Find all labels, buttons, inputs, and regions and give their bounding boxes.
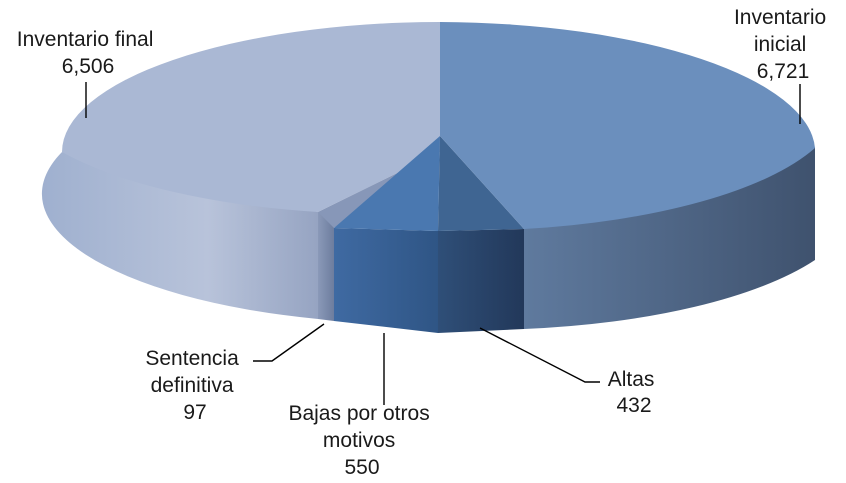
slice-altas <box>438 136 524 231</box>
label-inventario-final-name: Inventario final <box>17 28 154 51</box>
label-altas-name: Altas <box>608 368 655 391</box>
label-bajas-name-1: Bajas por otros <box>288 402 429 425</box>
slice-inventario-final <box>62 22 440 212</box>
label-inventario-final-value: 6,506 <box>62 55 115 78</box>
label-sentencia-name-2: definitiva <box>151 374 234 397</box>
label-altas-value: 432 <box>616 394 651 417</box>
slice-side-altas <box>438 229 524 333</box>
slice-inventario-inicial <box>440 22 815 229</box>
leader-altas <box>479 327 600 383</box>
slice-side-sentencia-definitiva <box>318 212 334 321</box>
label-sentencia-definitiva: Sentencia definitiva 97 <box>145 347 244 424</box>
label-bajas-por-otros-motivos: Bajas por otros motivos 550 <box>288 402 435 479</box>
label-inventario-final: Inventario final 6,506 <box>17 28 159 78</box>
label-bajas-name-2: motivos <box>323 429 395 452</box>
slice-side-inventario-final <box>41 152 318 319</box>
slice-bajas-por-otros-motivos <box>334 136 440 231</box>
label-inventario-inicial: Inventario inicial 6,721 <box>734 6 832 83</box>
slice-side-bajas-por-otros-motivos <box>334 228 438 333</box>
leader-sentencia-definitiva <box>253 323 325 362</box>
label-sentencia-value: 97 <box>183 401 206 424</box>
label-bajas-value: 550 <box>344 456 379 479</box>
label-sentencia-name-1: Sentencia <box>145 347 239 370</box>
label-inventario-inicial-name-2: inicial <box>754 33 807 56</box>
label-inventario-inicial-value: 6,721 <box>757 60 810 83</box>
label-altas: Altas 432 <box>608 368 661 417</box>
label-inventario-inicial-name-1: Inventario <box>734 6 826 29</box>
